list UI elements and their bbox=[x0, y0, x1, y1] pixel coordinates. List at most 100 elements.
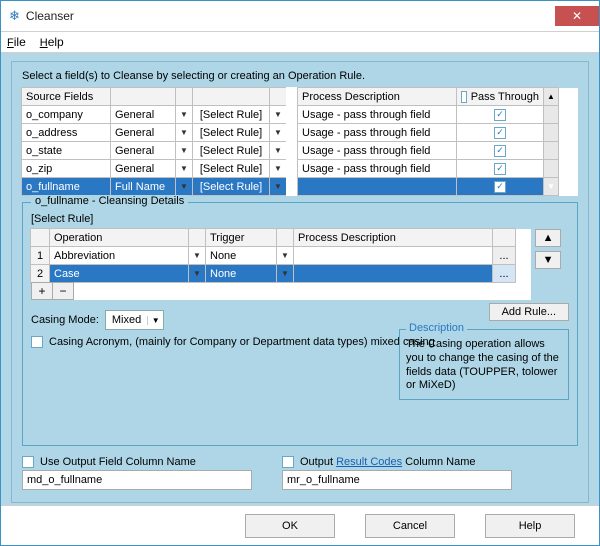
chevron-down-icon[interactable]: ▼ bbox=[188, 264, 206, 283]
field-type[interactable]: General bbox=[110, 159, 176, 178]
rule-select[interactable]: [Select Rule] bbox=[192, 105, 270, 124]
help-button[interactable]: Help bbox=[485, 514, 575, 538]
header-pass-through: Pass Through bbox=[456, 87, 544, 106]
move-down-button[interactable]: ▼ bbox=[535, 251, 561, 269]
trigger-select[interactable]: None bbox=[205, 246, 277, 265]
chevron-down-icon[interactable]: ▼ bbox=[269, 105, 287, 124]
chevron-down-icon[interactable]: ▼ bbox=[175, 123, 193, 142]
ellipsis-button[interactable]: ... bbox=[492, 264, 516, 283]
field-name: o_state bbox=[21, 141, 111, 160]
chevron-down-icon[interactable]: ▼ bbox=[175, 177, 193, 196]
dialog-footer: OK Cancel Help bbox=[1, 505, 599, 545]
source-row[interactable]: o_fullnameFull Name▼[Select Rule]▼✓▼ bbox=[22, 178, 578, 196]
field-type[interactable]: Full Name bbox=[110, 177, 176, 196]
source-fields-grid: Source Fields Process Description Pass T… bbox=[22, 88, 578, 196]
op-process-desc bbox=[293, 246, 493, 265]
menu-file[interactable]: File bbox=[7, 35, 26, 49]
rule-select[interactable]: [Select Rule] bbox=[192, 141, 270, 160]
description-group: Description The Casing operation allows … bbox=[399, 329, 569, 400]
casing-mode-select[interactable]: Mixed▼ bbox=[105, 310, 164, 330]
source-row[interactable]: o_addressGeneral▼[Select Rule]▼Usage - p… bbox=[22, 124, 578, 142]
header-source-fields: Source Fields bbox=[21, 87, 111, 106]
row-number: 2 bbox=[30, 264, 50, 283]
scrollbar-track[interactable] bbox=[543, 123, 559, 142]
result-codes-input[interactable] bbox=[282, 470, 512, 490]
scrollbar-track[interactable] bbox=[543, 159, 559, 178]
row-number: 1 bbox=[30, 246, 50, 265]
operations-grid: Operation Trigger Process Description 1A… bbox=[31, 229, 531, 300]
chevron-down-icon[interactable]: ▼ bbox=[175, 105, 193, 124]
field-name: o_zip bbox=[21, 159, 111, 178]
source-row[interactable]: o_zipGeneral▼[Select Rule]▼Usage - pass … bbox=[22, 160, 578, 178]
scrollbar-track[interactable] bbox=[543, 105, 559, 124]
result-codes-link[interactable]: Result Codes bbox=[336, 456, 402, 468]
header-process: Process Description bbox=[297, 87, 457, 106]
chevron-down-icon[interactable]: ▼ bbox=[276, 264, 294, 283]
field-type[interactable]: General bbox=[110, 123, 176, 142]
rule-select[interactable]: [Select Rule] bbox=[192, 159, 270, 178]
use-output-field-label: Use Output Field Column Name bbox=[40, 456, 196, 468]
header-op-process: Process Description bbox=[293, 228, 493, 247]
scrollbar-track[interactable] bbox=[543, 141, 559, 160]
add-rule-button[interactable]: Add Rule... bbox=[489, 303, 569, 321]
remove-row-button[interactable]: − bbox=[52, 282, 74, 300]
cleansing-details-group: o_fullname - Cleansing Details [Select R… bbox=[22, 202, 578, 446]
source-row[interactable]: o_companyGeneral▼[Select Rule]▼Usage - p… bbox=[22, 106, 578, 124]
select-rule-label[interactable]: [Select Rule] bbox=[31, 213, 569, 225]
field-name: o_company bbox=[21, 105, 111, 124]
process-desc: Usage - pass through field bbox=[297, 105, 457, 124]
scrollbar-track[interactable]: ▼ bbox=[543, 177, 559, 196]
menu-help[interactable]: Help bbox=[40, 35, 64, 49]
field-type[interactable]: General bbox=[110, 105, 176, 124]
casing-mode-label: Casing Mode: bbox=[31, 314, 99, 326]
chevron-down-icon[interactable]: ▼ bbox=[175, 141, 193, 160]
operation-row[interactable]: 1Abbreviation▼None▼... bbox=[31, 247, 531, 265]
source-row[interactable]: o_stateGeneral▼[Select Rule]▼Usage - pas… bbox=[22, 142, 578, 160]
process-desc: Usage - pass through field bbox=[297, 141, 457, 160]
field-type[interactable]: General bbox=[110, 141, 176, 160]
trigger-select[interactable]: None bbox=[205, 264, 277, 283]
chevron-down-icon[interactable]: ▼ bbox=[269, 141, 287, 160]
casing-acronym-label: Casing Acronym, (mainly for Company or D… bbox=[49, 336, 435, 348]
pass-through-cell[interactable]: ✓ bbox=[456, 105, 544, 124]
header-operation: Operation bbox=[49, 228, 189, 247]
menubar: File Help bbox=[1, 31, 599, 53]
output-result-codes-checkbox[interactable] bbox=[282, 456, 294, 468]
pass-through-cell[interactable]: ✓ bbox=[456, 159, 544, 178]
operation-select[interactable]: Abbreviation bbox=[49, 246, 189, 265]
use-output-field-checkbox[interactable] bbox=[22, 456, 34, 468]
operation-row[interactable]: 2Case▼None▼... bbox=[31, 265, 531, 283]
pass-through-cell[interactable]: ✓ bbox=[456, 123, 544, 142]
scrollbar-up-icon[interactable]: ▲ bbox=[543, 87, 559, 106]
ok-button[interactable]: OK bbox=[245, 514, 335, 538]
add-row-button[interactable]: + bbox=[31, 282, 53, 300]
operation-select[interactable]: Case bbox=[49, 264, 189, 283]
chevron-down-icon[interactable]: ▼ bbox=[188, 246, 206, 265]
chevron-down-icon[interactable]: ▼ bbox=[175, 159, 193, 178]
titlebar[interactable]: ❄ Cleanser ✕ bbox=[1, 1, 599, 31]
chevron-down-icon[interactable]: ▼ bbox=[269, 123, 287, 142]
field-name: o_fullname bbox=[21, 177, 111, 196]
dialog-window: ❄ Cleanser ✕ File Help Select a field(s)… bbox=[0, 0, 600, 546]
cancel-button[interactable]: Cancel bbox=[365, 514, 455, 538]
header-rule bbox=[192, 87, 270, 106]
output-field-input[interactable] bbox=[22, 470, 252, 490]
chevron-down-icon[interactable]: ▼ bbox=[269, 159, 287, 178]
output-result-codes-label: Output Result Codes Column Name bbox=[300, 456, 475, 468]
process-desc bbox=[297, 177, 457, 196]
move-up-button[interactable]: ▲ bbox=[535, 229, 561, 247]
pass-through-cell[interactable]: ✓ bbox=[456, 141, 544, 160]
chevron-down-icon[interactable]: ▼ bbox=[269, 177, 287, 196]
rule-select[interactable]: [Select Rule] bbox=[192, 177, 270, 196]
chevron-down-icon[interactable]: ▼ bbox=[276, 246, 294, 265]
output-row: Use Output Field Column Name Output Resu… bbox=[22, 456, 578, 490]
process-desc: Usage - pass through field bbox=[297, 123, 457, 142]
ellipsis-button[interactable]: ... bbox=[492, 246, 516, 265]
header-type bbox=[110, 87, 176, 106]
description-title: Description bbox=[406, 322, 467, 334]
close-button[interactable]: ✕ bbox=[555, 6, 599, 26]
casing-acronym-checkbox[interactable] bbox=[31, 336, 43, 348]
instruction-text: Select a field(s) to Cleanse by selectin… bbox=[12, 62, 588, 88]
pass-through-cell[interactable]: ✓ bbox=[456, 177, 544, 196]
rule-select[interactable]: [Select Rule] bbox=[192, 123, 270, 142]
